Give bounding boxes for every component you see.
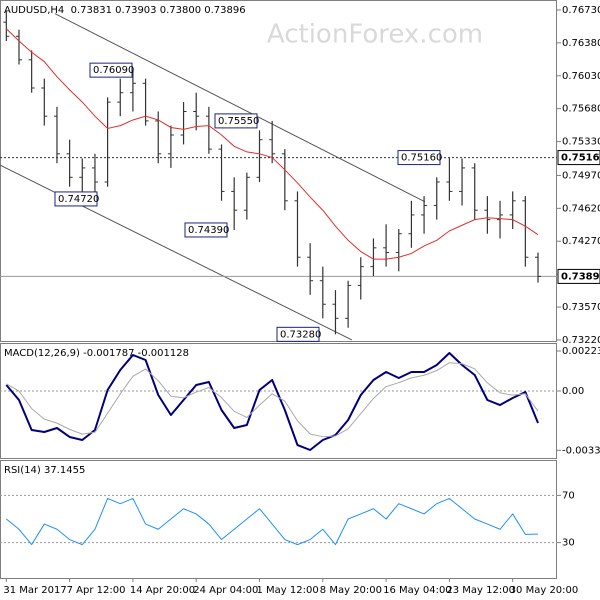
y-tick-label: 0.002236 — [562, 346, 600, 357]
annotation-label: 0.75550 — [218, 116, 259, 127]
level-label: 0.73896 — [561, 271, 600, 282]
x-tick-label: 30 May 20:00 — [510, 585, 579, 596]
annotation-label: 0.73280 — [280, 329, 321, 340]
panel-title: MACD(12,26,9) -0.001787 -0.001128 — [4, 348, 189, 359]
annotation-box — [184, 222, 228, 238]
annotation-label: 0.75160 — [401, 153, 442, 164]
indicator-line — [5, 352, 539, 452]
y-tick-label: 0.74970 — [562, 170, 600, 181]
x-tick-label: 23 May 12:00 — [446, 585, 515, 596]
y-tick-label: 70 — [562, 490, 575, 501]
level-label-box — [557, 268, 600, 284]
annotation-label: 0.74720 — [58, 194, 99, 205]
moving-average — [5, 28, 539, 260]
y-tick-label: 0.74270 — [562, 236, 600, 247]
trendline — [54, 13, 426, 203]
indicator-line — [6, 362, 539, 438]
y-tick-label: 0.76730 — [562, 5, 600, 16]
x-tick-label: 8 May 20:00 — [320, 585, 382, 596]
annotation-box — [89, 62, 133, 78]
annotation-box — [397, 150, 441, 166]
level-label-box — [557, 150, 600, 166]
y-tick-label: 0.75330 — [562, 137, 600, 148]
panel-frame — [0, 460, 557, 579]
y-tick-label: -0.003316 — [562, 445, 600, 456]
y-tick-label: 0.73570 — [562, 302, 600, 313]
y-tick-label: 0.76380 — [562, 38, 600, 49]
y-tick-label: 0.73220 — [562, 335, 600, 346]
watermark: ActionForex.com — [267, 20, 483, 50]
annotation-box — [214, 113, 258, 129]
x-tick-label: 24 Apr 04:00 — [193, 585, 258, 596]
level-label: 0.75160 — [561, 153, 600, 164]
y-tick-label: 30 — [562, 538, 575, 549]
x-tick-label: 31 Mar 2017 — [3, 585, 66, 596]
x-tick-label: 16 May 04:00 — [383, 585, 452, 596]
panel-frame — [0, 343, 557, 459]
x-tick-label: 1 May 12:00 — [257, 585, 319, 596]
y-tick-label: 0.76030 — [562, 71, 600, 82]
x-tick-label: 14 Apr 20:00 — [130, 585, 195, 596]
annotation-box — [276, 326, 320, 342]
y-tick-label: 0.00 — [562, 386, 584, 397]
annotation-box — [54, 191, 98, 207]
x-tick-label: 7 Apr 12:00 — [67, 585, 126, 596]
annotation-label: 0.74390 — [188, 225, 229, 236]
indicator-line — [6, 497, 539, 546]
annotation-label: 0.76090 — [93, 65, 134, 76]
y-tick-label: 0.74620 — [562, 203, 600, 214]
y-tick-label: 0.75680 — [562, 104, 600, 115]
panel-title: RSI(14) 37.1455 — [4, 465, 85, 476]
panel-title: AUDUSD,H4 0.73831 0.73903 0.73800 0.7389… — [4, 5, 246, 16]
